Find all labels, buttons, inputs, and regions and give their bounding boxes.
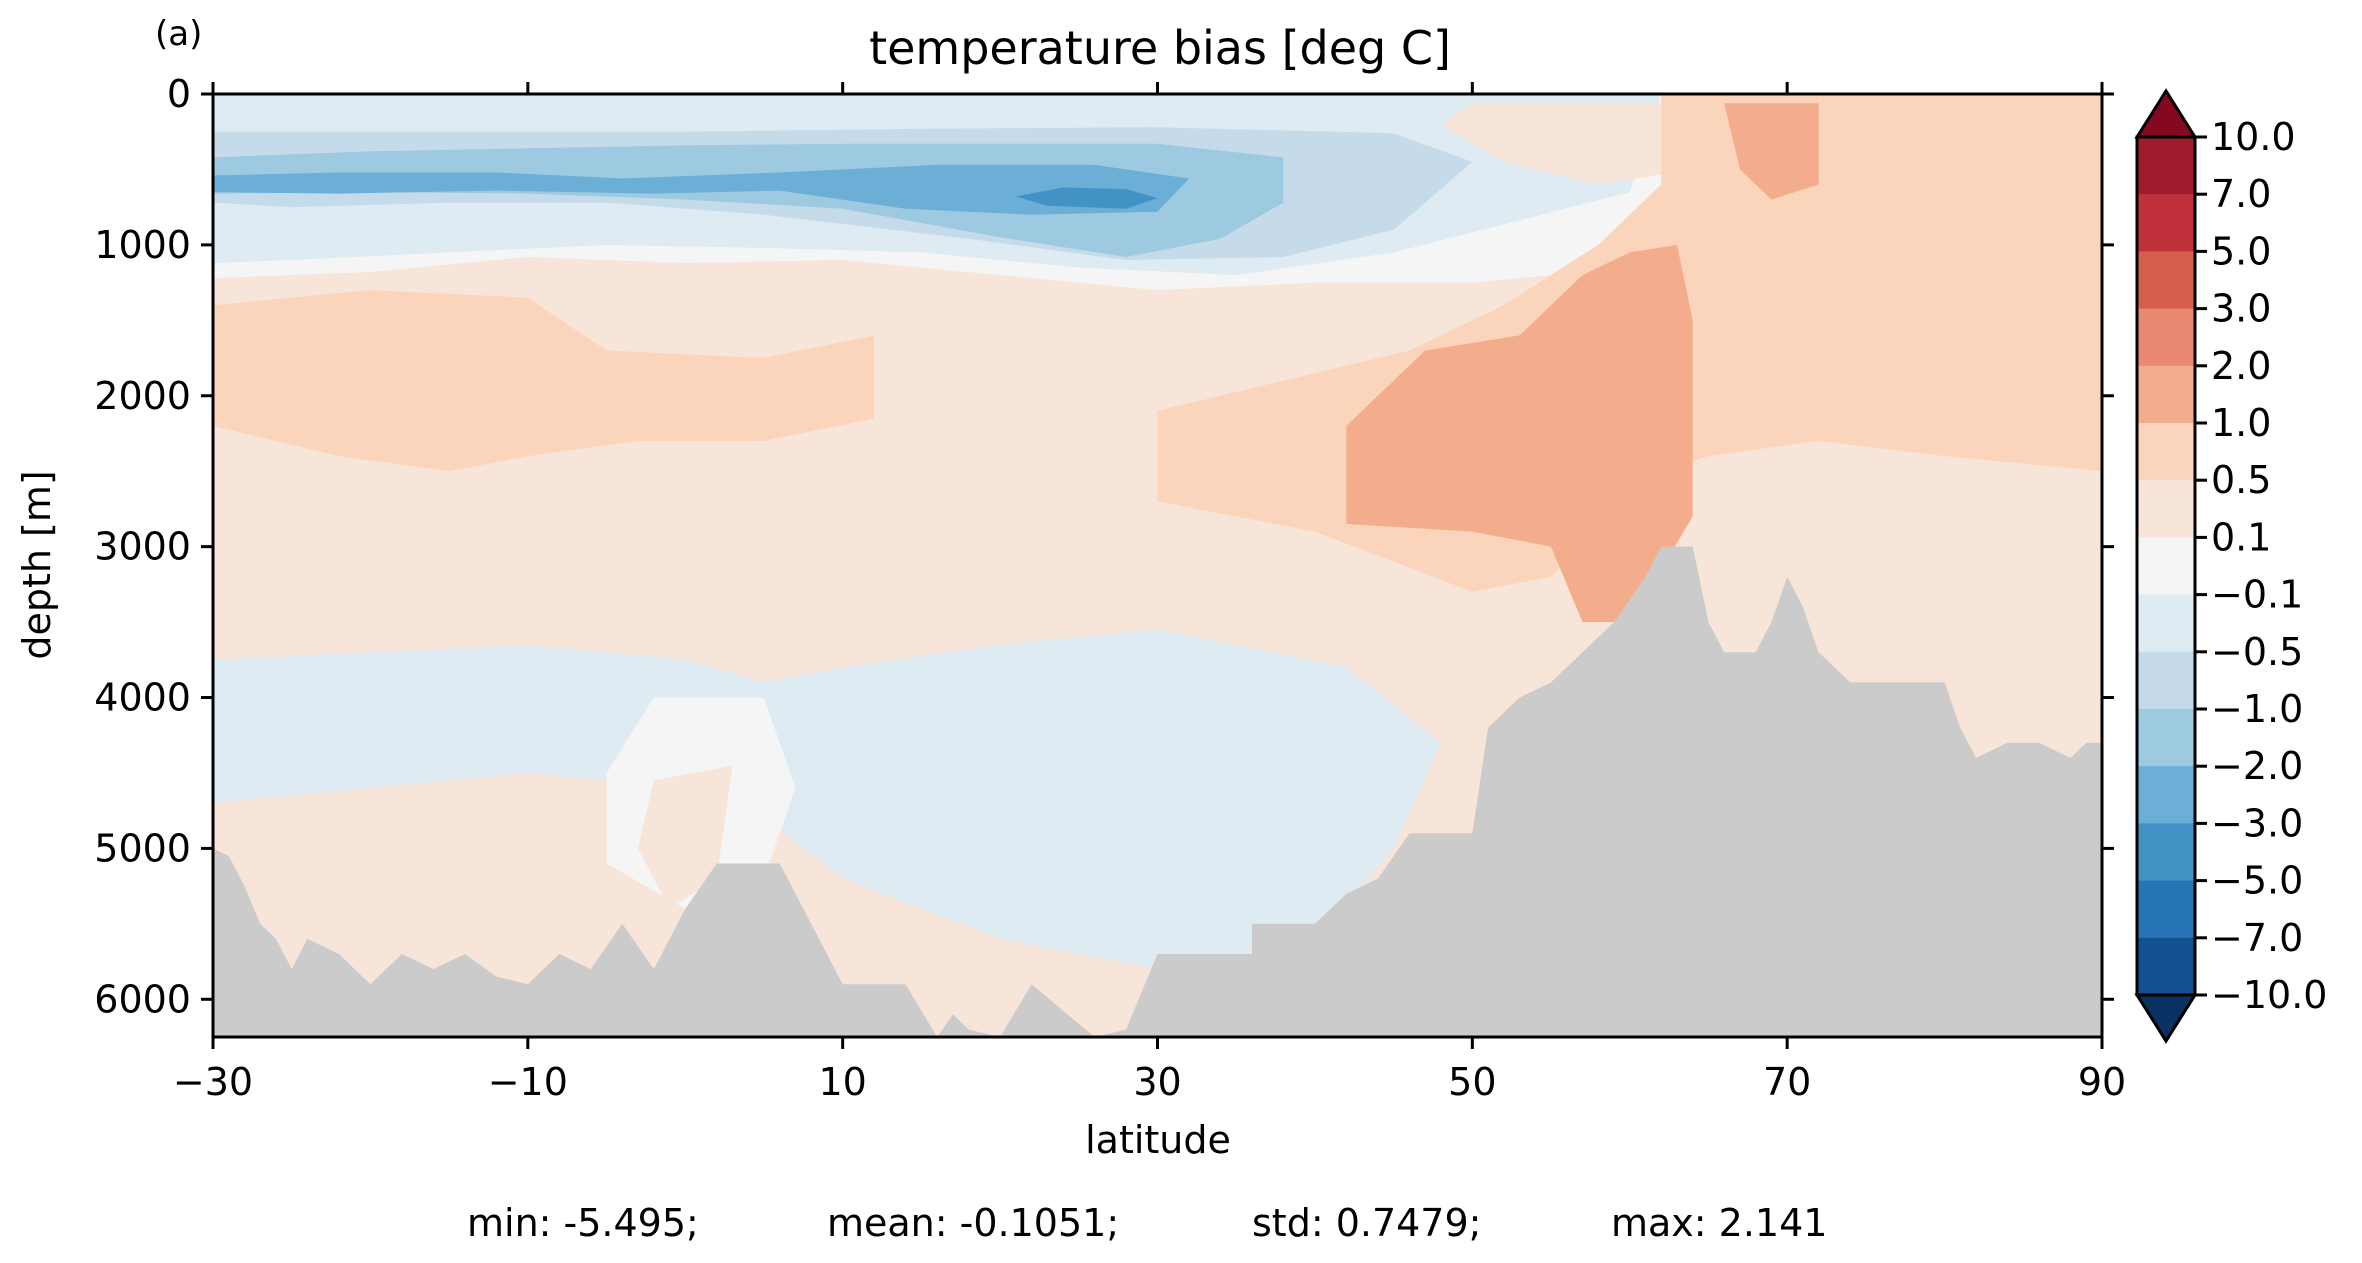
contour-region — [1724, 103, 1819, 200]
x-tick-label: 70 — [1763, 1060, 1811, 1104]
colorbar-frame — [2135, 135, 2197, 997]
colorbar-tick-label: −5.0 — [2211, 859, 2303, 903]
colorbar-band — [2137, 137, 2195, 195]
colorbar-tick-label: −3.0 — [2211, 801, 2303, 845]
chart-title: temperature bias [deg C] — [869, 21, 1451, 75]
colorbar-band — [2137, 480, 2195, 538]
contour-region — [213, 629, 1441, 970]
x-axis: −30 −10 10 30 50 70 90 — [173, 82, 2126, 1104]
land-mask — [213, 546, 2102, 1037]
colorbar-tick-label: −7.0 — [2211, 916, 2303, 960]
x-axis-label: latitude — [1085, 1118, 1231, 1162]
y-tick-label: 5000 — [94, 826, 191, 870]
colorbar-band — [2137, 651, 2195, 710]
contour-region — [1440, 103, 1693, 185]
colorbar-tick-label: 10.0 — [2211, 115, 2296, 159]
y-tick-label: 3000 — [94, 525, 191, 569]
colorbar-band — [2137, 823, 2195, 882]
colorbar-tick-label: 3.0 — [2211, 287, 2271, 331]
panel-label: (a) — [155, 14, 202, 54]
colorbar-band — [2137, 937, 2195, 996]
colorbar-tick-label: 0.1 — [2211, 515, 2271, 559]
colorbar-extend-max — [2134, 88, 2198, 139]
contour-region — [213, 164, 1189, 215]
y-tick-label: 0 — [167, 72, 191, 116]
colorbar-tick-label: −0.1 — [2211, 573, 2303, 617]
colorbar-tick-label: −0.5 — [2211, 630, 2303, 674]
plot-area — [213, 94, 2102, 1037]
colorbar: 10.0 7.0 5.0 3.0 2.0 1.0 0.5 0.1 −0.1 −0.5 −1.0 −2.… — [2134, 88, 2327, 1044]
y-axis-label: depth [m] — [15, 470, 59, 659]
y-tick-label: 1000 — [94, 223, 191, 267]
colorbar-tick-label: −10.0 — [2211, 973, 2327, 1017]
x-tick-label: 30 — [1133, 1060, 1181, 1104]
colorbar-band — [2137, 594, 2195, 653]
contour-region — [213, 290, 875, 472]
y-axis: 0 1000 2000 3000 4000 5000 6000 — [94, 72, 2114, 1021]
x-tick-label: 10 — [818, 1060, 866, 1104]
y-tick-label: 2000 — [94, 374, 191, 418]
y-tick-label: 6000 — [94, 977, 191, 1021]
y-tick-label: 4000 — [94, 676, 191, 720]
contour-region — [638, 765, 733, 909]
colorbar-tick-label: 1.0 — [2211, 401, 2271, 445]
stat-std: std: 0.7479; — [1252, 1201, 1481, 1245]
contour-region — [1015, 187, 1158, 209]
colorbar-band — [2137, 423, 2195, 481]
colorbar-tick-label: 7.0 — [2211, 172, 2271, 216]
x-tick-label: 50 — [1448, 1060, 1496, 1104]
colorbar-tick-label: −1.0 — [2211, 687, 2303, 731]
colorbar-band — [2137, 880, 2195, 939]
colorbar-band — [2137, 709, 2195, 767]
colorbar-band — [2137, 365, 2195, 424]
x-tick-label: 90 — [2078, 1060, 2126, 1104]
colorbar-tick-label: 0.5 — [2211, 458, 2271, 502]
colorbar-band — [2137, 537, 2195, 596]
colorbar-band — [2137, 194, 2195, 252]
colorbar-band — [2137, 766, 2195, 824]
colorbar-tick-label: 5.0 — [2211, 229, 2271, 273]
contour-region — [1346, 244, 1693, 623]
x-tick-label: −10 — [488, 1060, 568, 1104]
colorbar-tick-label: 2.0 — [2211, 344, 2271, 388]
colorbar-band — [2137, 251, 2195, 310]
colorbar-extend-min — [2134, 993, 2198, 1044]
stat-min: min: -5.495; — [467, 1201, 699, 1245]
x-tick-label: −30 — [173, 1060, 253, 1104]
stat-mean: mean: -0.1051; — [827, 1201, 1119, 1245]
colorbar-band — [2137, 308, 2195, 367]
colorbar-tick-label: −2.0 — [2211, 744, 2303, 788]
stat-max: max: 2.141 — [1611, 1201, 1827, 1245]
